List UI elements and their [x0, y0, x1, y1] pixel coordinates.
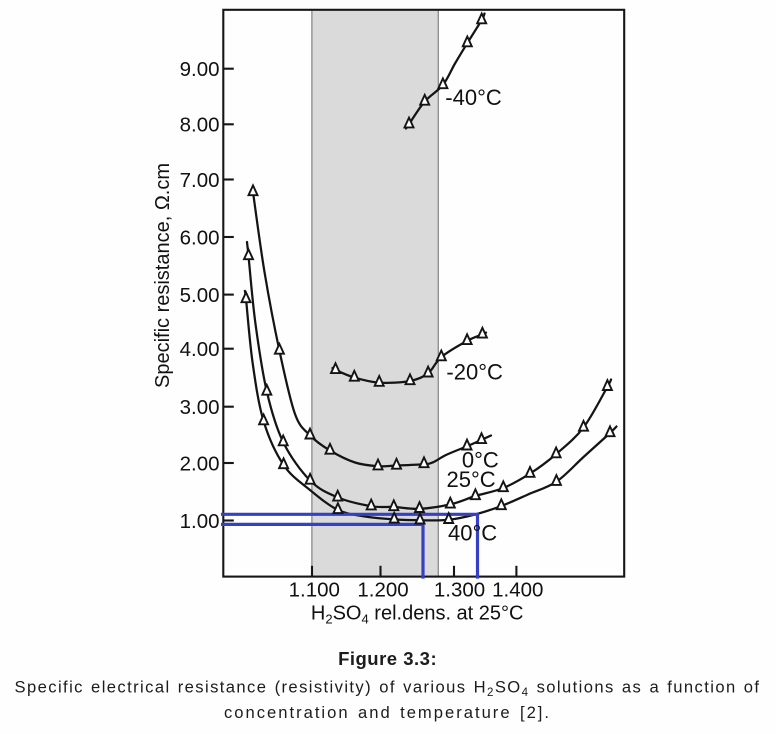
svg-text:Specific electrical resistance: Specific electrical resistance (resistiv…	[15, 677, 761, 699]
svg-text:4.00: 4.00	[180, 338, 220, 361]
svg-text:Specific resistance, Ω.cm: Specific resistance, Ω.cm	[152, 163, 174, 388]
svg-text:Figure 3.3:: Figure 3.3:	[338, 648, 437, 669]
svg-text:H2SO4 rel.dens. at 25°C: H2SO4 rel.dens. at 25°C	[311, 602, 524, 626]
svg-text:8.00: 8.00	[180, 114, 220, 137]
svg-text:25°C: 25°C	[447, 467, 496, 492]
svg-text:-20°C: -20°C	[446, 360, 503, 385]
svg-text:3.00: 3.00	[180, 396, 220, 419]
svg-text:5.00: 5.00	[180, 284, 220, 307]
svg-text:2.00: 2.00	[180, 452, 220, 475]
svg-text:7.00: 7.00	[180, 169, 220, 192]
svg-text:6.00: 6.00	[180, 226, 220, 249]
svg-text:1.00: 1.00	[180, 510, 220, 533]
svg-text:0°C: 0°C	[462, 447, 499, 472]
svg-text:9.00: 9.00	[180, 58, 220, 81]
svg-text:1.200: 1.200	[357, 579, 408, 602]
svg-text:concentration and temperature: concentration and temperature [2].	[224, 703, 551, 722]
svg-text:1.400: 1.400	[492, 579, 543, 602]
svg-text:-40°C: -40°C	[445, 85, 502, 110]
svg-text:1.100: 1.100	[289, 579, 340, 602]
svg-text:1.300: 1.300	[434, 579, 485, 602]
svg-text:40°C: 40°C	[448, 520, 497, 545]
